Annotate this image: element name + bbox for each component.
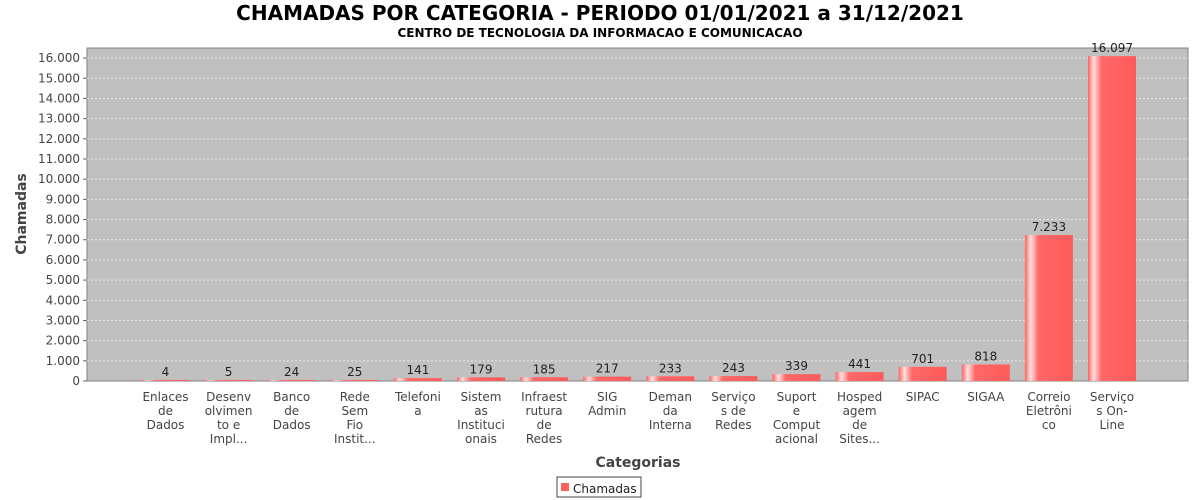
y-tick-label: 4.000 bbox=[46, 293, 80, 307]
y-tick-label: 12.000 bbox=[38, 132, 80, 146]
bar bbox=[204, 380, 253, 381]
bar bbox=[393, 378, 442, 381]
y-tick-label: 16.000 bbox=[38, 51, 80, 65]
y-tick-label: 10.000 bbox=[38, 172, 80, 186]
y-tick-label: 3.000 bbox=[46, 313, 80, 327]
bar bbox=[709, 376, 758, 381]
bar-value-label: 7.233 bbox=[1032, 220, 1066, 234]
bar bbox=[267, 380, 316, 381]
legend-label: Chamadas bbox=[573, 482, 637, 496]
bar bbox=[835, 372, 884, 381]
category-label: Desenv olvimen to e Impl... bbox=[205, 390, 253, 446]
category-label: SIPAC bbox=[906, 390, 940, 404]
y-tick-label: 5.000 bbox=[46, 273, 80, 287]
bar bbox=[141, 380, 190, 381]
y-tick-label: 7.000 bbox=[46, 233, 80, 247]
category-label: Suport e Comput acional bbox=[773, 390, 821, 446]
y-tick-label: 11.000 bbox=[38, 152, 80, 166]
category-label: Hosped agem de Sites... bbox=[837, 390, 882, 446]
bar-value-label: 217 bbox=[596, 362, 619, 376]
bar bbox=[772, 374, 821, 381]
category-label: SIGAA bbox=[967, 390, 1005, 404]
bar bbox=[457, 377, 505, 381]
bar-value-label: 339 bbox=[785, 359, 808, 373]
bar bbox=[1088, 56, 1136, 382]
category-label: Enlaces de Dados bbox=[142, 390, 188, 432]
category-label: SIG Admin bbox=[588, 390, 626, 418]
bar-value-label: 16.097 bbox=[1091, 41, 1133, 55]
legend-swatch bbox=[561, 483, 569, 491]
legend: Chamadas bbox=[556, 476, 642, 498]
bar bbox=[646, 376, 695, 381]
plot-area bbox=[86, 47, 1189, 382]
y-tick-labels: 0 1.000 2.000 3.000 4.000 5.000 6.000 7.000 8.00… bbox=[38, 51, 80, 388]
y-tick-label: 0 bbox=[72, 374, 80, 388]
y-tick-label: 2.000 bbox=[46, 334, 80, 348]
bar-value-label: 179 bbox=[470, 362, 493, 376]
y-tick-label: 9.000 bbox=[46, 192, 80, 206]
y-tick-label: 8.000 bbox=[46, 213, 80, 227]
y-tick-label: 13.000 bbox=[38, 112, 80, 126]
category-label: Sistem as Instituci onais bbox=[457, 390, 505, 446]
category-label: Infraest rutura de Redes bbox=[521, 390, 567, 446]
category-label: Banco de Dados bbox=[273, 390, 311, 432]
chart-subtitle: CENTRO DE TECNOLOGIA DA INFORMACAO E COM… bbox=[397, 26, 802, 40]
bar-value-label: 25 bbox=[347, 365, 362, 379]
bar bbox=[898, 366, 947, 381]
axes bbox=[83, 57, 87, 382]
bar bbox=[520, 377, 569, 381]
category-label: Deman da Interna bbox=[649, 390, 692, 432]
y-tick-label: 14.000 bbox=[38, 91, 80, 105]
bar-value-label: 243 bbox=[722, 361, 745, 375]
bar-value-label: 5 bbox=[225, 365, 233, 379]
bar-value-label: 4 bbox=[162, 365, 170, 379]
bar-value-label: 24 bbox=[284, 365, 299, 379]
category-label: Rede Sem Fio Instit... bbox=[334, 390, 376, 446]
bars bbox=[141, 56, 1136, 382]
y-axis-title: Chamadas bbox=[14, 173, 30, 255]
bar bbox=[961, 364, 1010, 381]
category-labels: Enlaces de Dados Desenv olvimen to e Impl... Ba… bbox=[142, 390, 1134, 446]
x-axis-title: Categorias bbox=[595, 455, 680, 471]
bar-value-label: 701 bbox=[911, 352, 934, 366]
y-tick-label: 6.000 bbox=[46, 253, 80, 267]
category-label: Serviço s de Redes bbox=[711, 390, 755, 432]
y-tick-label: 15.000 bbox=[38, 71, 80, 85]
category-label: Serviço s On-Line bbox=[1090, 390, 1134, 432]
bar bbox=[1024, 235, 1073, 381]
legend-box bbox=[556, 476, 642, 498]
bar bbox=[330, 380, 379, 381]
bar-value-label: 441 bbox=[848, 357, 871, 371]
bar bbox=[583, 376, 632, 381]
y-tick-label: 1.000 bbox=[46, 354, 80, 368]
value-labels: 4 5 24 25 141 179 185 217 233 243 339 441 701 818 7.23… bbox=[162, 41, 1133, 379]
bar-value-label: 141 bbox=[406, 363, 429, 377]
bar-value-label: 185 bbox=[533, 362, 556, 376]
chart-title: CHAMADAS POR CATEGORIA - PERIODO 01/01/2… bbox=[236, 1, 964, 25]
bar-value-label: 233 bbox=[659, 361, 682, 375]
grid-lines bbox=[87, 57, 1188, 362]
category-label: Telefoni a bbox=[394, 390, 441, 418]
bar-value-label: 818 bbox=[974, 349, 997, 363]
category-label: Correio Eletrôni co bbox=[1026, 390, 1072, 432]
